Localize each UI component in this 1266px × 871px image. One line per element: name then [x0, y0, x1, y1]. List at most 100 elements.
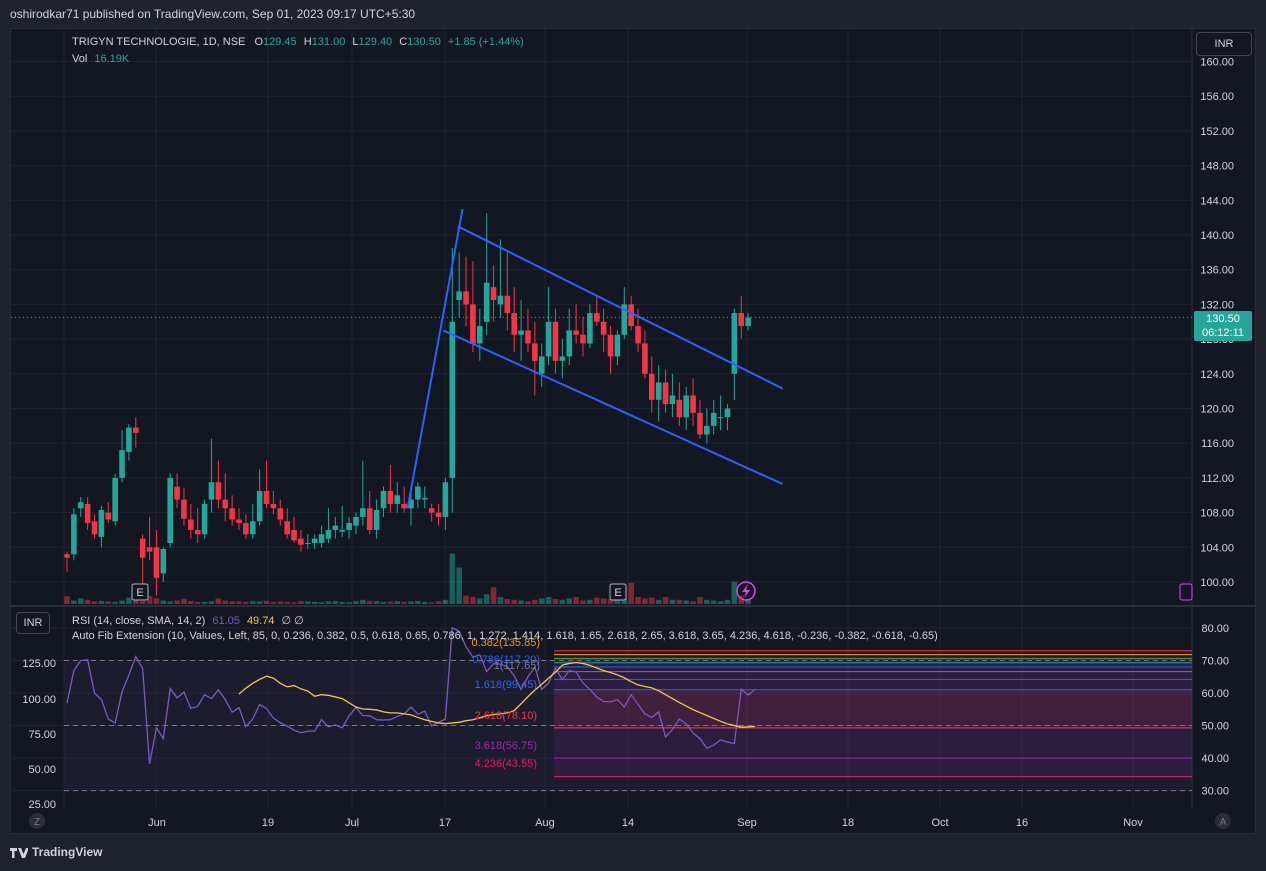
- volume-bar: [133, 599, 139, 604]
- rsi-tick-label: 50.00: [1201, 721, 1229, 733]
- rsi-lines: [66, 626, 756, 765]
- rsi-legend: RSI (14, close, SMA, 14, 2) 61.05 49.74 …: [72, 614, 304, 627]
- candle-body: [126, 427, 132, 452]
- lower-currency-button[interactable]: INR: [16, 612, 50, 634]
- lightning-marker-icon: [736, 581, 756, 601]
- volume-bar: [119, 600, 125, 604]
- candle-body: [332, 525, 339, 530]
- price-tick-label: 160.00: [1200, 57, 1234, 69]
- price-tick-label: 136.00: [1200, 265, 1234, 277]
- candle-body: [119, 450, 125, 478]
- price-tick-label: 144.00: [1200, 195, 1234, 207]
- candle-body: [305, 542, 311, 544]
- volume-bar: [697, 597, 703, 604]
- footer-brand-text: TradingView: [32, 845, 103, 859]
- volume-bar: [64, 596, 70, 604]
- high-label: H: [303, 36, 312, 48]
- bar-countdown: 06:12:11: [1201, 327, 1244, 339]
- candle-body: [277, 508, 284, 520]
- symbol-legend: TRIGYN TECHNOLOGIE, 1D, NSE O129.45 H131…: [72, 36, 524, 48]
- candle-body: [593, 313, 600, 322]
- low-value: 129.40: [358, 36, 393, 48]
- candle-body: [669, 395, 676, 405]
- volume-bar: [126, 597, 132, 604]
- volume-bar: [552, 599, 559, 604]
- candle-body: [284, 521, 290, 535]
- candle-body: [545, 321, 552, 357]
- rsi-empty-values: ∅ ∅: [281, 615, 304, 627]
- zoom-reset-button: [29, 813, 45, 829]
- volume-bar: [566, 598, 573, 604]
- time-axis[interactable]: Jun 19 Jul 17 Aug 14 Sep 18 Oct 16 Nov Z A: [29, 813, 1231, 829]
- candle-body: [649, 373, 655, 400]
- volume-bar: [84, 599, 91, 604]
- candle-body: [738, 313, 745, 327]
- price-tick-label: 116.00: [1201, 438, 1234, 450]
- volume-bar: [318, 602, 325, 604]
- candles: [64, 213, 751, 596]
- time-axis-label: Jun: [148, 817, 166, 829]
- rsi-ma-line: [238, 661, 756, 728]
- candle-body: [662, 382, 669, 405]
- price-tick-label: 100.00: [1200, 577, 1234, 589]
- volume-bar: [690, 601, 696, 604]
- rsi-axis[interactable]: 30.00 40.00 50.00 60.00 70.00 80.00: [1201, 623, 1229, 798]
- trendlines[interactable]: [406, 208, 783, 509]
- volume-bar: [428, 602, 435, 604]
- zoom-reset-label: Z: [34, 817, 40, 828]
- volume-bar: [229, 601, 235, 604]
- candle-body: [263, 490, 270, 504]
- time-axis-label: Jul: [345, 817, 359, 829]
- fib-zone-red: [554, 689, 1192, 729]
- candle-body: [511, 313, 517, 335]
- volume-bar: [442, 599, 449, 604]
- volume-bar: [167, 601, 173, 604]
- volume-bar: [380, 601, 387, 604]
- volume-bar: [243, 601, 249, 604]
- volume-bar: [628, 583, 634, 604]
- price-tick-label: 120.00: [1200, 404, 1234, 416]
- volume-bar: [669, 599, 676, 604]
- volume-bar: [401, 601, 407, 604]
- candle-body: [325, 529, 332, 539]
- close-value: 130.50: [407, 36, 441, 48]
- volume-bar: [270, 601, 277, 604]
- volume-bar: [614, 599, 621, 604]
- candle-body: [387, 490, 394, 504]
- currency-button[interactable]: INR: [1196, 32, 1252, 56]
- volume-bar: [236, 601, 242, 604]
- volume-bar: [339, 601, 345, 604]
- rsi-value: 61.05: [212, 615, 240, 627]
- candle-body: [167, 477, 173, 543]
- volume-bar: [710, 600, 717, 604]
- price-tick-label: 140.00: [1200, 230, 1234, 242]
- volume-bar: [717, 601, 724, 604]
- candle-body: [518, 330, 524, 335]
- volume-legend: Vol 16.19K: [72, 53, 129, 65]
- price-axis[interactable]: 100.00 104.00 108.00 112.00 116.00 120.00 124.…: [1200, 57, 1234, 590]
- candle-body: [236, 519, 242, 524]
- volume-bar: [298, 601, 304, 604]
- candle-body: [477, 326, 483, 344]
- candle-body: [174, 486, 180, 500]
- rsi-left-tick-label: 75.00: [28, 729, 56, 741]
- volume-bar: [642, 598, 648, 604]
- rsi-left-axis: 25.00 50.00 75.00 100.00 125.00: [22, 658, 56, 811]
- fib-labels: 0.382(135.85) 0.786(117.20)1(117.65) 1.618…: [472, 637, 541, 770]
- rsi-left-tick-label: 100.00: [22, 694, 56, 706]
- chart-frame: [10, 28, 1256, 834]
- candle-body: [133, 427, 139, 433]
- volume-bar: [325, 601, 332, 604]
- volume-bar: [435, 601, 442, 604]
- candle-body: [139, 538, 146, 558]
- fib-level-label: 1(117.65): [494, 660, 540, 672]
- change-value: +1.85 (+1.44%): [447, 36, 524, 48]
- candle-body: [573, 330, 579, 335]
- volume-bar: [649, 597, 655, 604]
- rsi-line: [66, 626, 756, 765]
- candle-body: [91, 521, 98, 535]
- volume-bar: [738, 595, 745, 604]
- volume-bar: [153, 598, 160, 604]
